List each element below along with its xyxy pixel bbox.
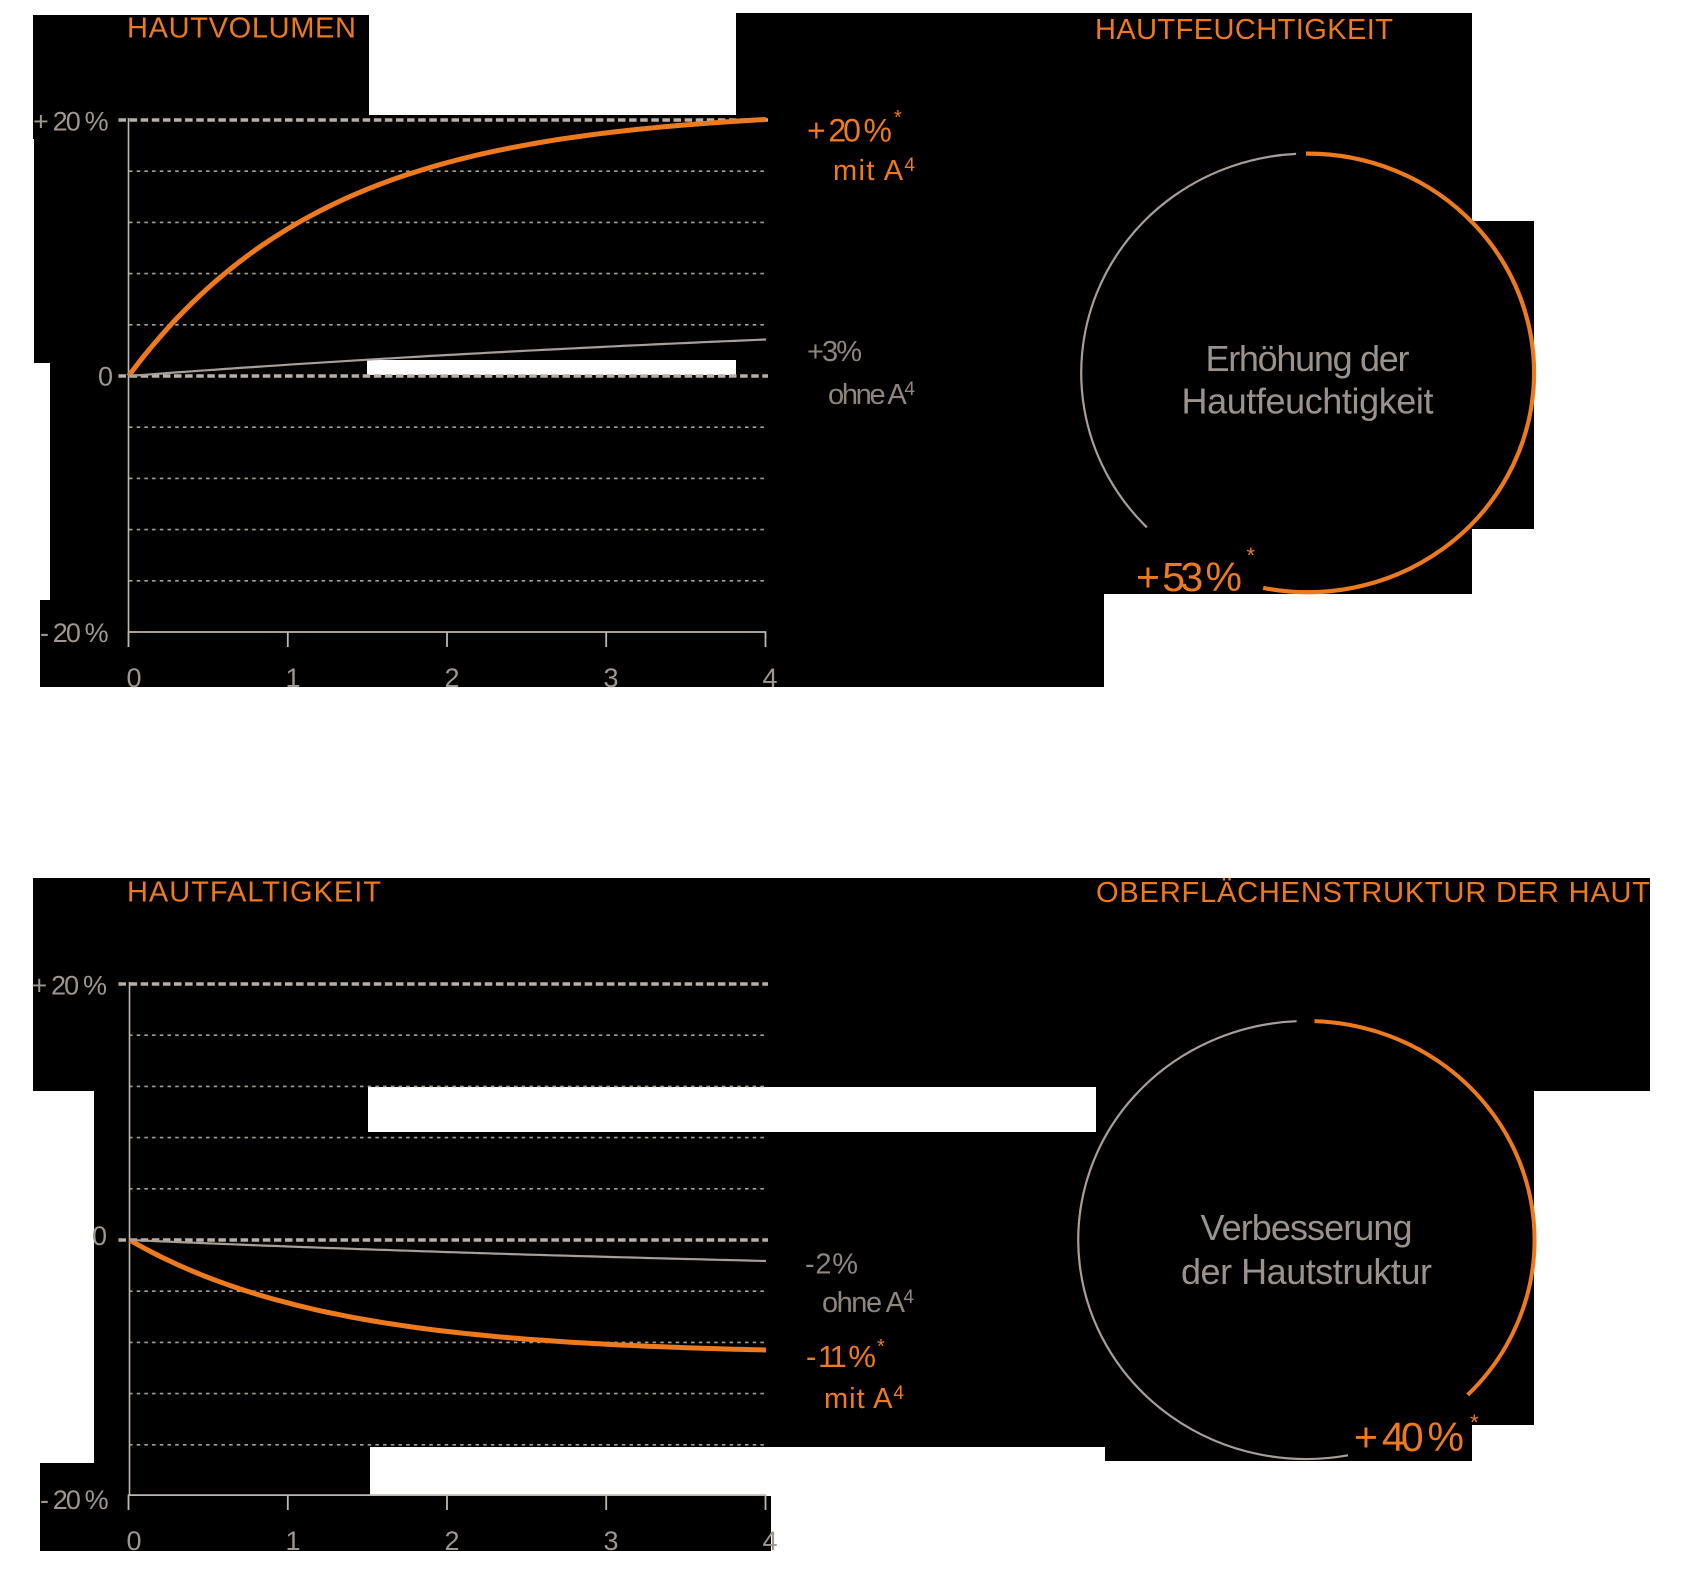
svg-text:0: 0 <box>126 663 141 693</box>
svg-text:2: 2 <box>444 1526 459 1556</box>
svg-text:- 11 %: - 11 % <box>806 1339 876 1374</box>
svg-text:0: 0 <box>126 1526 141 1556</box>
svg-text:ohne A4: ohne A4 <box>828 379 915 411</box>
svg-text:+ 20 %: + 20 % <box>31 971 107 1001</box>
svg-text:+ 20 %: + 20 % <box>33 107 109 137</box>
svg-text:OBERFLÄCHENSTRUKTUR DER HAUT: OBERFLÄCHENSTRUKTUR DER HAUT <box>1096 877 1650 909</box>
svg-text:mit A4: mit A4 <box>824 1383 904 1415</box>
svg-text:+ 20 %: + 20 % <box>807 113 892 149</box>
svg-text:3: 3 <box>603 663 618 693</box>
svg-text:0: 0 <box>98 362 113 392</box>
svg-text:HAUTVOLUMEN: HAUTVOLUMEN <box>127 13 356 45</box>
svg-text:Erhöhung der: Erhöhung der <box>1206 338 1410 379</box>
svg-text:der Hautstruktur: der Hautstruktur <box>1181 1251 1432 1292</box>
svg-text:4: 4 <box>762 1526 777 1556</box>
svg-text:ohne A4: ohne A4 <box>822 1287 914 1319</box>
svg-text:1: 1 <box>285 663 300 693</box>
svg-text:mit A4: mit A4 <box>833 155 915 187</box>
svg-text:+ 40 %: + 40 % <box>1354 1414 1464 1460</box>
svg-text:HAUTFALTIGKEIT: HAUTFALTIGKEIT <box>127 877 381 909</box>
svg-text:*: * <box>1470 1410 1479 1435</box>
svg-text:HAUTFEUCHTIGKEIT: HAUTFEUCHTIGKEIT <box>1095 14 1393 46</box>
svg-text:+ 53 %: + 53 % <box>1136 554 1242 600</box>
svg-text:Hautfeuchtigkeit: Hautfeuchtigkeit <box>1182 381 1434 422</box>
svg-text:*: * <box>1247 543 1256 568</box>
svg-text:3: 3 <box>603 1526 618 1556</box>
svg-text:Verbesserung: Verbesserung <box>1201 1207 1413 1248</box>
svg-text:- 20 %: - 20 % <box>40 618 109 648</box>
svg-text:*: * <box>877 1336 885 1358</box>
svg-text:1: 1 <box>285 1526 300 1556</box>
svg-text:- 20 %: - 20 % <box>40 1485 109 1515</box>
svg-text:*: * <box>894 107 902 129</box>
svg-text:0: 0 <box>92 1221 107 1251</box>
svg-text:4: 4 <box>762 663 777 693</box>
svg-text:+ 3 %: + 3 % <box>807 336 862 368</box>
svg-text:2: 2 <box>444 663 459 693</box>
svg-text:- 2 %: - 2 % <box>805 1249 858 1281</box>
